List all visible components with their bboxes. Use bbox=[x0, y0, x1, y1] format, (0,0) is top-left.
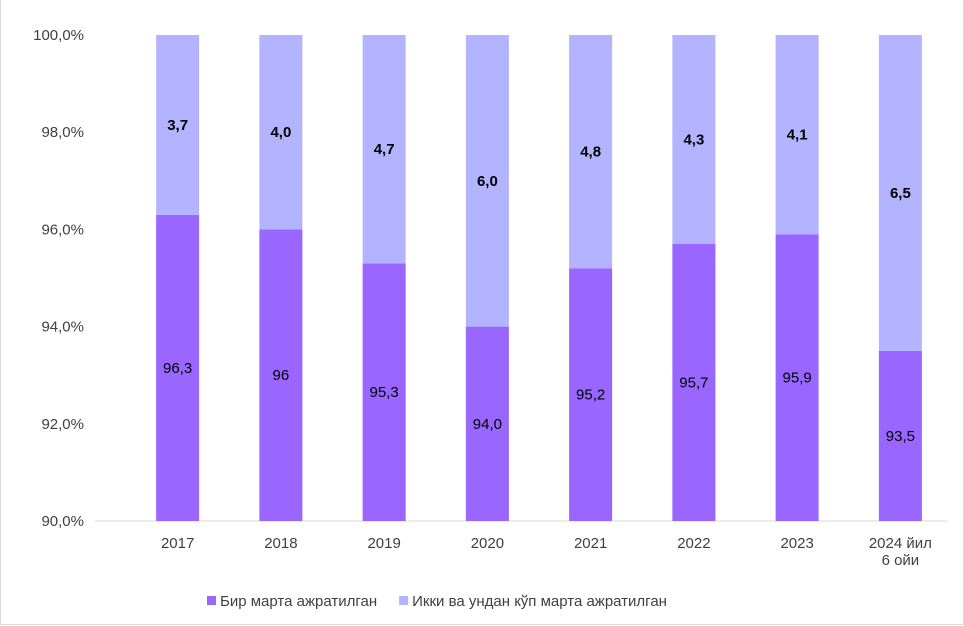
y-tick-label: 94,0% bbox=[41, 319, 84, 336]
data-label-multiple: 4,0 bbox=[270, 124, 291, 141]
axes: 90,0% 92,0% 94,0% 96,0% 98,0% 100,0% 2017 2018 2… bbox=[33, 27, 948, 569]
bar-segment-once bbox=[569, 268, 613, 521]
y-tick-label: 92,0% bbox=[41, 416, 84, 433]
data-label-once: 95,9 bbox=[783, 370, 812, 387]
bar-segment-multiple bbox=[156, 35, 200, 215]
bar-segment-multiple bbox=[672, 35, 716, 244]
x-tick-label: 2023 bbox=[780, 535, 813, 552]
bar-segment-multiple bbox=[259, 35, 303, 230]
bar-segment-multiple bbox=[878, 35, 922, 351]
bar-segment-multiple bbox=[775, 35, 819, 235]
legend-swatch bbox=[399, 596, 409, 605]
data-label-once: 93,5 bbox=[886, 428, 915, 445]
bar-segment-once bbox=[156, 214, 200, 521]
x-tick-label: 2024 йил bbox=[869, 535, 932, 552]
data-label-once: 95,3 bbox=[370, 384, 399, 401]
data-label-once: 96,3 bbox=[163, 360, 192, 377]
x-tick-label: 2022 bbox=[677, 535, 710, 552]
x-tick-label: 2018 bbox=[264, 535, 297, 552]
bar-segment-multiple bbox=[569, 35, 613, 269]
bar-segment-once bbox=[775, 234, 819, 521]
data-label-multiple: 4,7 bbox=[374, 141, 395, 158]
legend-label: Бир марта ажратилган bbox=[220, 593, 377, 610]
x-tick-label: 2017 bbox=[161, 535, 194, 552]
data-label-multiple: 6,5 bbox=[890, 185, 911, 202]
y-tick-label: 100,0% bbox=[33, 27, 84, 44]
bar-segment-once bbox=[362, 263, 406, 521]
bar-segment-once bbox=[672, 243, 716, 522]
bar-segment-once bbox=[259, 229, 303, 521]
bar-segment-multiple bbox=[362, 35, 406, 264]
data-label-once: 96 bbox=[273, 367, 290, 384]
y-tick-label: 90,0% bbox=[41, 513, 84, 530]
data-label-multiple: 4,8 bbox=[580, 144, 601, 161]
x-tick-label: 2021 bbox=[574, 535, 607, 552]
data-label-multiple: 6,0 bbox=[477, 173, 498, 190]
bars: 96,3 3,7 96 4,0 95,3 4,7 94,0 6,0 95,2 4,8 95,7 4,3… bbox=[156, 35, 922, 522]
legend-swatch bbox=[207, 596, 216, 605]
x-tick-label: 6 ойи bbox=[882, 552, 920, 569]
bar-segment-once bbox=[878, 350, 922, 521]
y-tick-label: 96,0% bbox=[41, 221, 84, 238]
legend-label: Икки ва ундан кўп марта ажратилган bbox=[412, 593, 667, 610]
bar-segment-once bbox=[465, 326, 509, 521]
data-label-once: 95,2 bbox=[576, 387, 605, 404]
data-label-once: 95,7 bbox=[679, 374, 708, 391]
legend: Бир марта ажратилган Икки ва ундан кўп ма… bbox=[207, 593, 667, 610]
bar-segment-multiple bbox=[465, 35, 509, 327]
data-label-once: 94,0 bbox=[473, 416, 502, 433]
x-tick-label: 2020 bbox=[471, 535, 504, 552]
data-label-multiple: 4,3 bbox=[683, 131, 704, 148]
y-tick-label: 98,0% bbox=[41, 124, 84, 141]
data-label-multiple: 3,7 bbox=[167, 117, 188, 134]
data-label-multiple: 4,1 bbox=[787, 127, 808, 144]
x-tick-label: 2019 bbox=[367, 535, 400, 552]
